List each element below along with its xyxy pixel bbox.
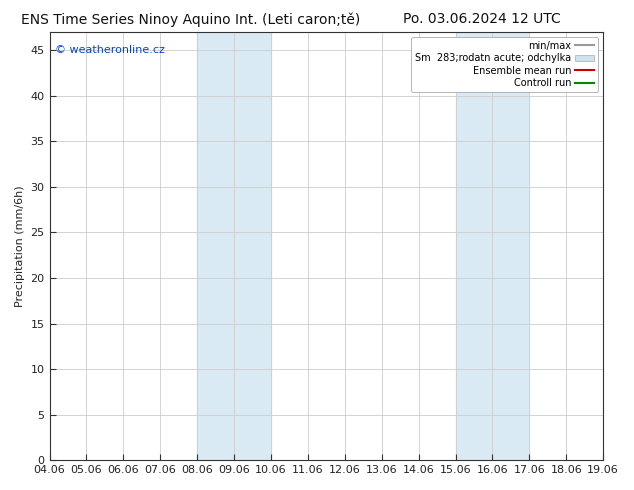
Bar bbox=[455, 32, 493, 460]
Y-axis label: Precipitation (mm/6h): Precipitation (mm/6h) bbox=[15, 185, 25, 307]
Bar bbox=[197, 32, 234, 460]
Legend: min/max, Sm  283;rodatn acute; odchylka, Ensemble mean run, Controll run: min/max, Sm 283;rodatn acute; odchylka, … bbox=[411, 37, 598, 92]
Text: © weatheronline.cz: © weatheronline.cz bbox=[55, 45, 165, 55]
Bar bbox=[234, 32, 271, 460]
Text: Po. 03.06.2024 12 UTC: Po. 03.06.2024 12 UTC bbox=[403, 12, 560, 26]
Bar bbox=[493, 32, 529, 460]
Text: ENS Time Series Ninoy Aquino Int. (Leti caron;tě): ENS Time Series Ninoy Aquino Int. (Leti … bbox=[20, 12, 360, 27]
